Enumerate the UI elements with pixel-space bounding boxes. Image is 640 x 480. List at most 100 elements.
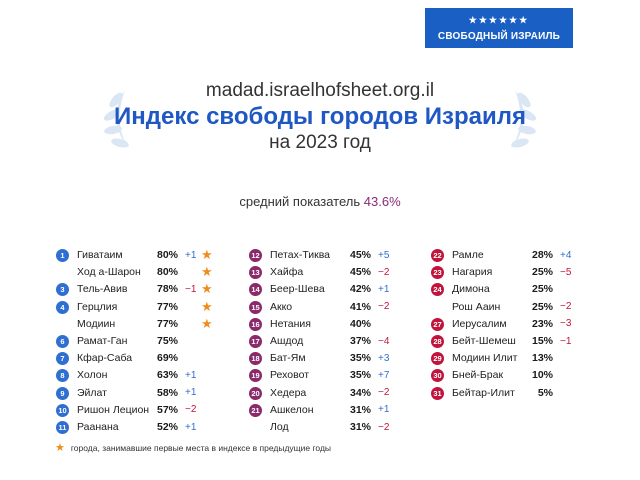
city-name: Димона (452, 283, 490, 296)
city-name: Ашкелон (270, 403, 314, 416)
city-name: Нетания (270, 317, 311, 330)
rank-badge: 13 (249, 266, 262, 280)
score: 25% (531, 266, 553, 279)
city-name: Ход а-Шарон (77, 266, 141, 279)
change: +1 (185, 387, 197, 399)
score: 52% (156, 421, 178, 433)
rank-badge: 21 (249, 403, 262, 417)
change: −1 (560, 335, 572, 347)
city-name: Иерусалим (452, 317, 507, 330)
city-name: Бат-Ям (270, 352, 306, 365)
city-name: Хедера (270, 386, 307, 399)
change: −2 (378, 301, 390, 313)
city-name: Рамат-Ган (77, 335, 128, 347)
rank-badge: 1 (56, 249, 69, 262)
footnote-text: города, занимавшие первые места в индекс… (70, 443, 332, 453)
change: −2 (378, 421, 390, 433)
city-name: Петах-Тиква (270, 249, 331, 261)
change: −2 (378, 266, 390, 278)
city-name: Рамле (452, 249, 484, 261)
rank-badge: 15 (249, 300, 262, 314)
rank-badge: 6 (56, 335, 69, 348)
rank-badge: 30 (431, 369, 444, 383)
score: 25% (531, 283, 553, 296)
star-icon: ★ (201, 281, 213, 297)
rank-badge: 20 (249, 386, 262, 400)
average-label: средний показатель (239, 194, 361, 209)
change: +4 (560, 249, 572, 261)
city-name: Ашдод (270, 335, 304, 347)
change: −3 (560, 318, 572, 330)
score: 80% (156, 249, 178, 261)
city-name: Рош Ааин (452, 300, 501, 313)
subtitle: на 2023 год (269, 132, 371, 153)
city-name: Модиин (77, 317, 116, 330)
city-name: Бейтар-Илит (452, 386, 515, 399)
score: 37% (349, 335, 371, 347)
laurel-right (510, 90, 537, 150)
city-name: Беер-Шева (270, 283, 325, 296)
star-icon: ★ (55, 442, 65, 454)
score: 10% (531, 369, 553, 382)
laurel-left (103, 90, 130, 150)
change: −2 (185, 404, 197, 416)
change: −2 (560, 301, 572, 313)
rank-badge: 12 (249, 249, 262, 262)
logo: ★★★★★★ СВОБОДНЫЙ ИЗРАИЛЬ (425, 8, 573, 48)
score: 28% (531, 249, 553, 261)
score: 42% (349, 283, 371, 296)
star-icon: ★ (201, 298, 213, 314)
score: 31% (349, 421, 371, 433)
city-name: Тель-Авив (77, 283, 128, 296)
score: 58% (156, 386, 178, 399)
change: +1 (378, 404, 390, 416)
rank-badge: 11 (56, 421, 69, 434)
score: 13% (531, 352, 553, 365)
city-name: Ришон Лецион (77, 403, 150, 416)
change: −4 (378, 335, 390, 347)
city-name: Кфар-Саба (77, 352, 133, 365)
rank-badge: 22 (431, 249, 444, 262)
city-name: Эйлат (77, 386, 107, 399)
change: +5 (378, 249, 390, 261)
change: −1 (185, 283, 197, 295)
score: 77% (156, 300, 178, 313)
rank-badge: 29 (431, 352, 444, 366)
logo-text: СВОБОДНЫЙ ИЗРАИЛЬ (437, 31, 561, 42)
city-name: Бней-Брак (452, 369, 504, 382)
rank-badge: 17 (249, 335, 262, 348)
city-name: Герцлия (77, 300, 118, 313)
rank-badge: 28 (431, 335, 444, 348)
star-icon: ★ (201, 247, 213, 262)
rank-badge: 14 (249, 283, 262, 297)
score: 15% (531, 335, 553, 347)
change: +1 (185, 369, 197, 381)
city-name: Хайфа (270, 266, 304, 279)
star-icon: ★ (201, 264, 213, 280)
city-name: Модиин Илит (452, 352, 518, 365)
change: −5 (560, 266, 572, 278)
score: 23% (531, 317, 553, 330)
score: 80% (156, 266, 178, 279)
rank-badge: 7 (56, 352, 69, 366)
score: 25% (531, 300, 553, 313)
score: 35% (349, 352, 371, 365)
rank-badge: 18 (249, 352, 262, 366)
score: 35% (349, 369, 371, 382)
score: 5% (537, 386, 553, 399)
city-name: Холон (77, 369, 108, 382)
city-name: Акко (270, 300, 293, 313)
rank-badge: 4 (56, 300, 69, 314)
rank-badge: 24 (431, 283, 444, 297)
rank-badge: 16 (249, 317, 262, 331)
logo-stars: ★★★★★★ (468, 15, 530, 25)
rank-badge: 27 (431, 317, 444, 331)
rank-badge: 31 (431, 386, 444, 400)
rank-badge: 19 (249, 369, 262, 383)
score: 45% (349, 249, 371, 261)
url: madad.israelhofsheet.org.il (205, 80, 435, 101)
score: 45% (349, 266, 371, 279)
star-icon: ★ (201, 315, 213, 331)
laurels (103, 90, 537, 150)
